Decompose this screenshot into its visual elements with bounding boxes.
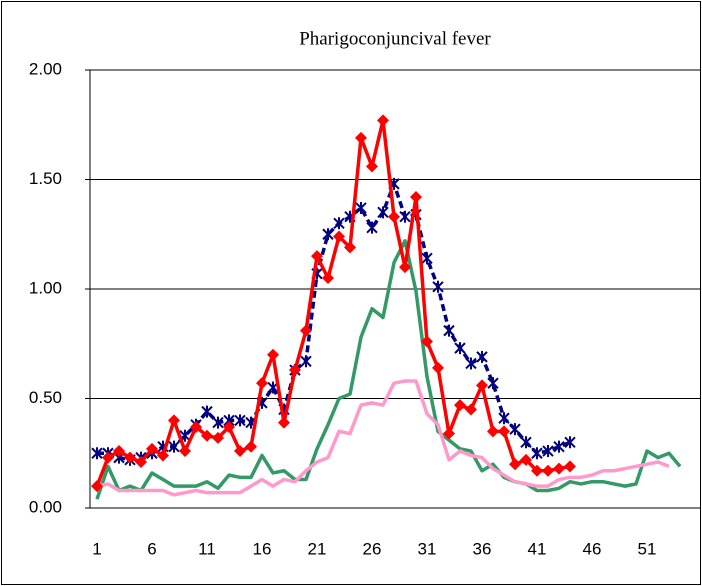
x-tick-label: 46: [583, 539, 602, 558]
diamond-marker: [432, 361, 444, 374]
star-marker: [509, 423, 521, 436]
star-marker: [564, 436, 576, 449]
diamond-marker: [509, 458, 521, 471]
diamond-marker: [245, 440, 257, 453]
y-tick-label: 1.00: [29, 278, 62, 297]
x-tick-label: 21: [308, 539, 327, 558]
star-marker: [366, 221, 378, 234]
diamond-marker: [278, 416, 290, 429]
y-tick-label: 0.00: [29, 497, 62, 516]
star-marker: [91, 447, 103, 460]
diamond-marker: [91, 480, 103, 493]
series-line: [95, 118, 571, 487]
diamond-marker: [113, 445, 125, 458]
diamond-marker: [124, 451, 136, 464]
diamond-marker: [487, 425, 499, 438]
star-marker: [234, 414, 246, 427]
diamond-marker: [168, 414, 180, 427]
diamond-marker: [553, 462, 565, 475]
star-marker: [498, 412, 510, 425]
star-marker: [520, 436, 532, 449]
star-marker: [201, 405, 213, 418]
x-tick-label: 51: [638, 539, 657, 558]
star-marker: [432, 280, 444, 293]
diamond-marker: [212, 431, 224, 444]
x-tick-label: 36: [473, 539, 492, 558]
x-tick-label: 16: [253, 539, 272, 558]
diamond-marker: [454, 399, 466, 412]
diamond-marker: [201, 429, 213, 442]
star-marker: [465, 357, 477, 370]
star-marker: [399, 210, 411, 223]
x-tick-label: 31: [418, 539, 437, 558]
diamond-marker: [399, 261, 411, 274]
diamond-marker: [443, 427, 455, 440]
chart-title: Pharigoconjuncival fever: [299, 28, 491, 49]
diamond-marker: [564, 460, 576, 473]
diamond-marker: [289, 364, 301, 377]
y-tick-label: 0.50: [29, 388, 62, 407]
star-marker: [454, 342, 466, 355]
y-tick-label: 1.50: [29, 169, 62, 188]
star-marker: [300, 355, 312, 368]
star-marker: [212, 416, 224, 429]
diamond-marker: [322, 272, 334, 285]
diamond-marker: [333, 230, 345, 243]
star-marker: [487, 377, 499, 390]
x-tick-label: 1: [92, 539, 101, 558]
diamond-marker: [300, 324, 312, 337]
diamond-marker: [190, 420, 202, 433]
star-marker: [322, 228, 334, 241]
star-marker: [476, 350, 488, 363]
diamond-marker: [542, 464, 554, 477]
diamond-marker: [179, 445, 191, 458]
star-marker: [443, 324, 455, 337]
y-tick-label: 2.00: [29, 59, 62, 78]
star-marker: [168, 440, 180, 453]
diamond-marker: [311, 250, 323, 263]
diamond-marker: [157, 449, 169, 462]
diamond-marker: [498, 425, 510, 438]
x-tick-label: 6: [147, 539, 156, 558]
diamond-marker: [102, 451, 114, 464]
diamond-marker: [465, 403, 477, 416]
diamond-marker: [531, 464, 543, 477]
star-marker: [542, 445, 554, 458]
diamond-marker: [344, 241, 356, 254]
diamond-marker: [377, 114, 389, 127]
diamond-marker: [421, 335, 433, 348]
x-tick-label: 11: [198, 539, 216, 558]
x-tick-label: 41: [528, 539, 547, 558]
series-line: [96, 379, 670, 497]
diamond-marker: [256, 377, 268, 390]
diamond-marker: [476, 379, 488, 392]
diamond-marker: [410, 191, 422, 204]
diamond-marker: [388, 210, 400, 223]
diamond-marker: [234, 445, 246, 458]
diamond-marker: [135, 456, 147, 469]
star-marker: [377, 206, 389, 219]
diamond-marker: [355, 131, 367, 144]
star-marker: [531, 447, 543, 460]
star-marker: [553, 440, 565, 453]
diamond-marker: [146, 442, 158, 455]
diamond-marker: [366, 160, 378, 173]
star-marker: [333, 217, 345, 230]
series-line: [95, 239, 682, 500]
star-marker: [421, 252, 433, 265]
diamond-marker: [520, 453, 532, 466]
diamond-marker: [267, 348, 279, 361]
x-tick-label: 26: [363, 539, 382, 558]
diamond-marker: [223, 420, 235, 433]
star-marker: [355, 201, 367, 214]
